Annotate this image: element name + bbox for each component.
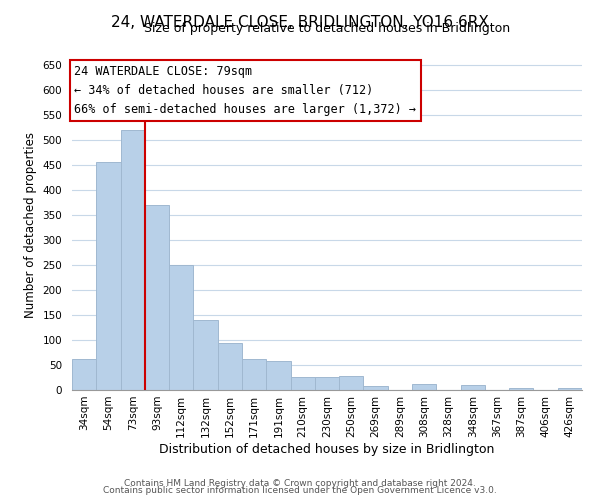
Bar bbox=[364, 386, 388, 390]
X-axis label: Distribution of detached houses by size in Bridlington: Distribution of detached houses by size … bbox=[160, 442, 494, 456]
Bar bbox=[412, 384, 436, 390]
Y-axis label: Number of detached properties: Number of detached properties bbox=[24, 132, 37, 318]
Bar bbox=[315, 376, 339, 390]
Bar bbox=[169, 265, 193, 390]
Bar bbox=[461, 385, 485, 390]
Bar bbox=[242, 359, 266, 390]
Text: Contains HM Land Registry data © Crown copyright and database right 2024.: Contains HM Land Registry data © Crown c… bbox=[124, 478, 476, 488]
Text: 24, WATERDALE CLOSE, BRIDLINGTON, YO16 6RX: 24, WATERDALE CLOSE, BRIDLINGTON, YO16 6… bbox=[111, 15, 489, 30]
Bar bbox=[218, 342, 242, 390]
Bar bbox=[145, 204, 169, 390]
Bar bbox=[339, 376, 364, 390]
Bar bbox=[96, 162, 121, 390]
Title: Size of property relative to detached houses in Bridlington: Size of property relative to detached ho… bbox=[144, 22, 510, 35]
Bar bbox=[266, 360, 290, 390]
Bar bbox=[290, 376, 315, 390]
Bar bbox=[72, 358, 96, 390]
Bar bbox=[121, 130, 145, 390]
Bar bbox=[558, 388, 582, 390]
Bar bbox=[509, 388, 533, 390]
Text: Contains public sector information licensed under the Open Government Licence v3: Contains public sector information licen… bbox=[103, 486, 497, 495]
Text: 24 WATERDALE CLOSE: 79sqm
← 34% of detached houses are smaller (712)
66% of semi: 24 WATERDALE CLOSE: 79sqm ← 34% of detac… bbox=[74, 65, 416, 116]
Bar bbox=[193, 320, 218, 390]
